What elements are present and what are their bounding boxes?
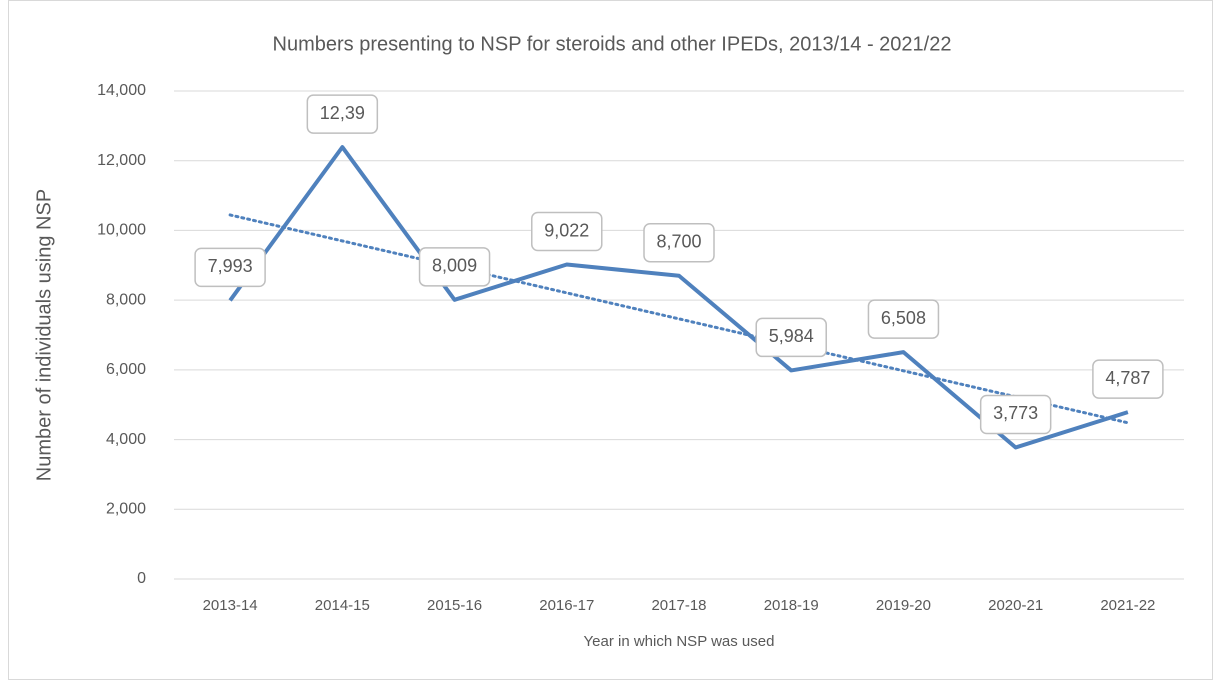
chart-title: Numbers presenting to NSP for steroids a… [273,33,952,55]
data-label: 4,787 [1105,368,1150,388]
chart-border [8,0,1213,680]
x-axis-title: Year in which NSP was used [584,633,775,650]
x-tick-label: 2019-20 [876,597,931,614]
y-tick-label: 4,000 [106,431,146,448]
data-label-box [1092,359,1164,399]
data-label: 12,39 [320,103,365,123]
y-axis-title: Number of individuals using NSP [33,189,55,481]
y-tick-label: 2,000 [106,501,146,518]
data-line [228,145,1129,450]
x-tick-label: 2021-22 [1100,597,1155,614]
data-label: 9,022 [544,220,589,240]
data-label-box [979,394,1052,435]
x-tick-label: 2018-19 [764,597,819,614]
x-tick-label: 2017-18 [651,597,706,614]
data-label-box [643,222,715,263]
y-tick-label: 10,000 [97,222,146,239]
data-label: 6,508 [881,308,926,328]
y-tick-label: 14,000 [97,82,146,99]
data-label: 5,984 [769,326,814,346]
data-label-box [867,299,940,339]
data-label: 3,773 [993,403,1038,423]
x-tick-label: 2014-15 [315,597,370,614]
x-tick-label: 2015-16 [427,597,482,614]
data-label-box [418,247,491,287]
data-label-box [531,211,603,252]
x-tick-label: 2013-14 [203,597,258,614]
data-label: 8,700 [656,231,701,251]
y-tick-label: 12,000 [97,152,146,169]
y-tick-label: 8,000 [106,291,146,308]
y-tick-label: 6,000 [106,361,146,378]
data-label-box [306,94,379,134]
data-label: 7,993 [208,256,253,276]
y-tick-label: 0 [137,570,146,587]
data-label-box [194,247,266,288]
data-label: 8,009 [432,256,477,276]
trendline [228,213,1130,425]
data-label-box [755,317,827,358]
x-tick-label: 2016-17 [539,597,594,614]
x-tick-label: 2020-21 [988,597,1043,614]
